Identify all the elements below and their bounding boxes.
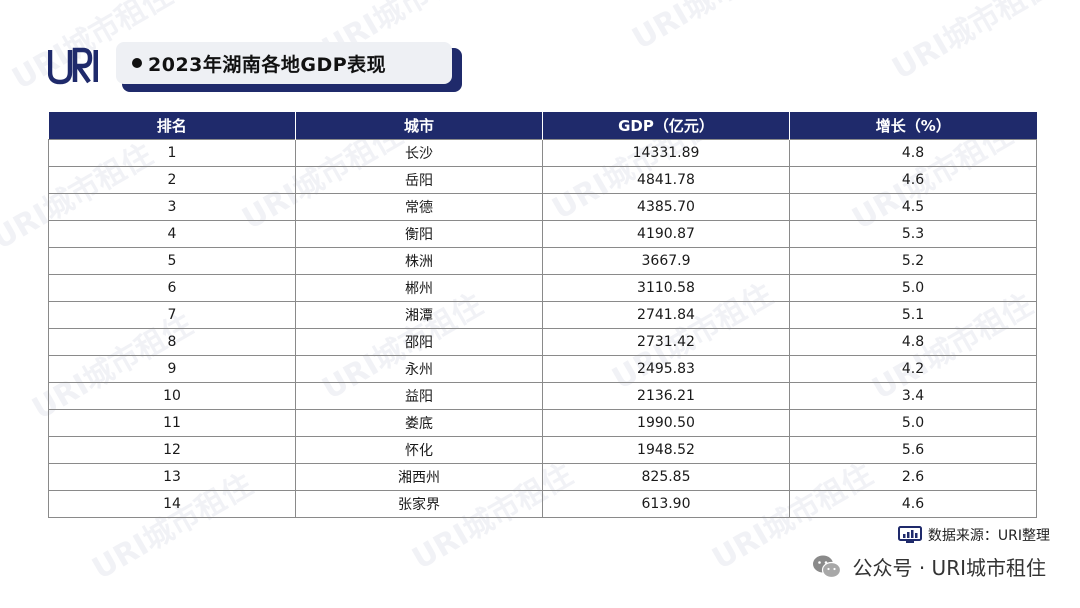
cell-rank: 14 [48, 490, 296, 518]
bullet-dot-icon [132, 58, 142, 68]
gdp-table: 排名 城市 GDP（亿元） 增长（%） 1 长沙 14331.89 4.8 2 岳阳 484… [48, 112, 1037, 518]
uri-logo [48, 47, 98, 85]
watermark-text: URI城市租住 [627, 0, 799, 57]
cell-gdp: 2495.83 [542, 355, 790, 383]
cell-growth: 4.6 [789, 166, 1037, 194]
cell-gdp: 3667.9 [542, 247, 790, 275]
cell-growth: 5.3 [789, 220, 1037, 248]
cell-city: 娄底 [295, 409, 543, 437]
table-row: 4 衡阳 4190.87 5.3 [48, 220, 1037, 248]
cell-city: 长沙 [295, 139, 543, 167]
chart-monitor-icon [897, 526, 922, 543]
table-row: 9 永州 2495.83 4.2 [48, 355, 1037, 383]
cell-city: 怀化 [295, 436, 543, 464]
cell-rank: 6 [48, 274, 296, 302]
table-row: 12 怀化 1948.52 5.6 [48, 436, 1037, 464]
cell-city: 岳阳 [295, 166, 543, 194]
cell-gdp: 4190.87 [542, 220, 790, 248]
table-row: 13 湘西州 825.85 2.6 [48, 463, 1037, 491]
cell-gdp: 2741.84 [542, 301, 790, 329]
cell-city: 张家界 [295, 490, 543, 518]
cell-city: 郴州 [295, 274, 543, 302]
header-city: 城市 [295, 112, 543, 140]
cell-growth: 4.6 [789, 490, 1037, 518]
cell-gdp: 825.85 [542, 463, 790, 491]
cell-rank: 3 [48, 193, 296, 221]
wechat-account: 公众号 · URI城市租住 [812, 552, 1046, 581]
gdp-table-container: 排名 城市 GDP（亿元） 增长（%） 1 长沙 14331.89 4.8 2 岳阳 484… [48, 112, 1037, 518]
cell-growth: 5.1 [789, 301, 1037, 329]
cell-city: 永州 [295, 355, 543, 383]
header-rank: 排名 [48, 112, 296, 140]
watermark-text: URI城市租住 [887, 0, 1059, 87]
cell-city: 株洲 [295, 247, 543, 275]
cell-gdp: 3110.58 [542, 274, 790, 302]
cell-city: 益阳 [295, 382, 543, 410]
table-row: 8 邵阳 2731.42 4.8 [48, 328, 1037, 356]
table-row: 1 长沙 14331.89 4.8 [48, 139, 1037, 167]
table-row: 14 张家界 613.90 4.6 [48, 490, 1037, 518]
cell-gdp: 613.90 [542, 490, 790, 518]
cell-growth: 4.8 [789, 328, 1037, 356]
page-title: 2023年湖南各地GDP表现 [148, 53, 387, 76]
cell-rank: 7 [48, 301, 296, 329]
cell-growth: 4.5 [789, 193, 1037, 221]
cell-gdp: 2731.42 [542, 328, 790, 356]
cell-gdp: 4385.70 [542, 193, 790, 221]
table-row: 2 岳阳 4841.78 4.6 [48, 166, 1037, 194]
wechat-icon [813, 555, 842, 578]
cell-gdp: 4841.78 [542, 166, 790, 194]
cell-gdp: 14331.89 [542, 139, 790, 167]
cell-city: 湘潭 [295, 301, 543, 329]
cell-city: 邵阳 [295, 328, 543, 356]
source-text: 数据来源：URI整理 [927, 528, 1050, 544]
table-row: 11 娄底 1990.50 5.0 [48, 409, 1037, 437]
wechat-account-text: 公众号 · URI城市租住 [852, 556, 1046, 580]
title-badge: 2023年湖南各地GDP表现 [116, 42, 462, 92]
cell-rank: 2 [48, 166, 296, 194]
table-body: 1 长沙 14331.89 4.8 2 岳阳 4841.78 4.6 3 常德 4385.70 4.5… [48, 139, 1037, 518]
cell-growth: 3.4 [789, 382, 1037, 410]
data-source: 数据来源：URI整理 [897, 525, 1050, 545]
cell-gdp: 2136.21 [542, 382, 790, 410]
table-row: 6 郴州 3110.58 5.0 [48, 274, 1037, 302]
cell-city: 常德 [295, 193, 543, 221]
cell-growth: 5.0 [789, 409, 1037, 437]
table-header-row: 排名 城市 GDP（亿元） 增长（%） [48, 112, 1037, 140]
header-gdp: GDP（亿元） [542, 112, 790, 140]
cell-city: 衡阳 [295, 220, 543, 248]
cell-gdp: 1990.50 [542, 409, 790, 437]
table-row: 3 常德 4385.70 4.5 [48, 193, 1037, 221]
table-row: 7 湘潭 2741.84 5.1 [48, 301, 1037, 329]
cell-growth: 2.6 [789, 463, 1037, 491]
cell-rank: 4 [48, 220, 296, 248]
cell-rank: 12 [48, 436, 296, 464]
cell-growth: 4.8 [789, 139, 1037, 167]
cell-rank: 11 [48, 409, 296, 437]
cell-rank: 13 [48, 463, 296, 491]
cell-rank: 8 [48, 328, 296, 356]
cell-growth: 4.2 [789, 355, 1037, 383]
title-box: 2023年湖南各地GDP表现 [116, 42, 452, 84]
cell-rank: 10 [48, 382, 296, 410]
cell-rank: 5 [48, 247, 296, 275]
cell-growth: 5.2 [789, 247, 1037, 275]
cell-city: 湘西州 [295, 463, 543, 491]
header-growth: 增长（%） [789, 112, 1037, 140]
cell-gdp: 1948.52 [542, 436, 790, 464]
cell-growth: 5.6 [789, 436, 1037, 464]
table-row: 10 益阳 2136.21 3.4 [48, 382, 1037, 410]
cell-rank: 9 [48, 355, 296, 383]
table-row: 5 株洲 3667.9 5.2 [48, 247, 1037, 275]
cell-growth: 5.0 [789, 274, 1037, 302]
cell-rank: 1 [48, 139, 296, 167]
